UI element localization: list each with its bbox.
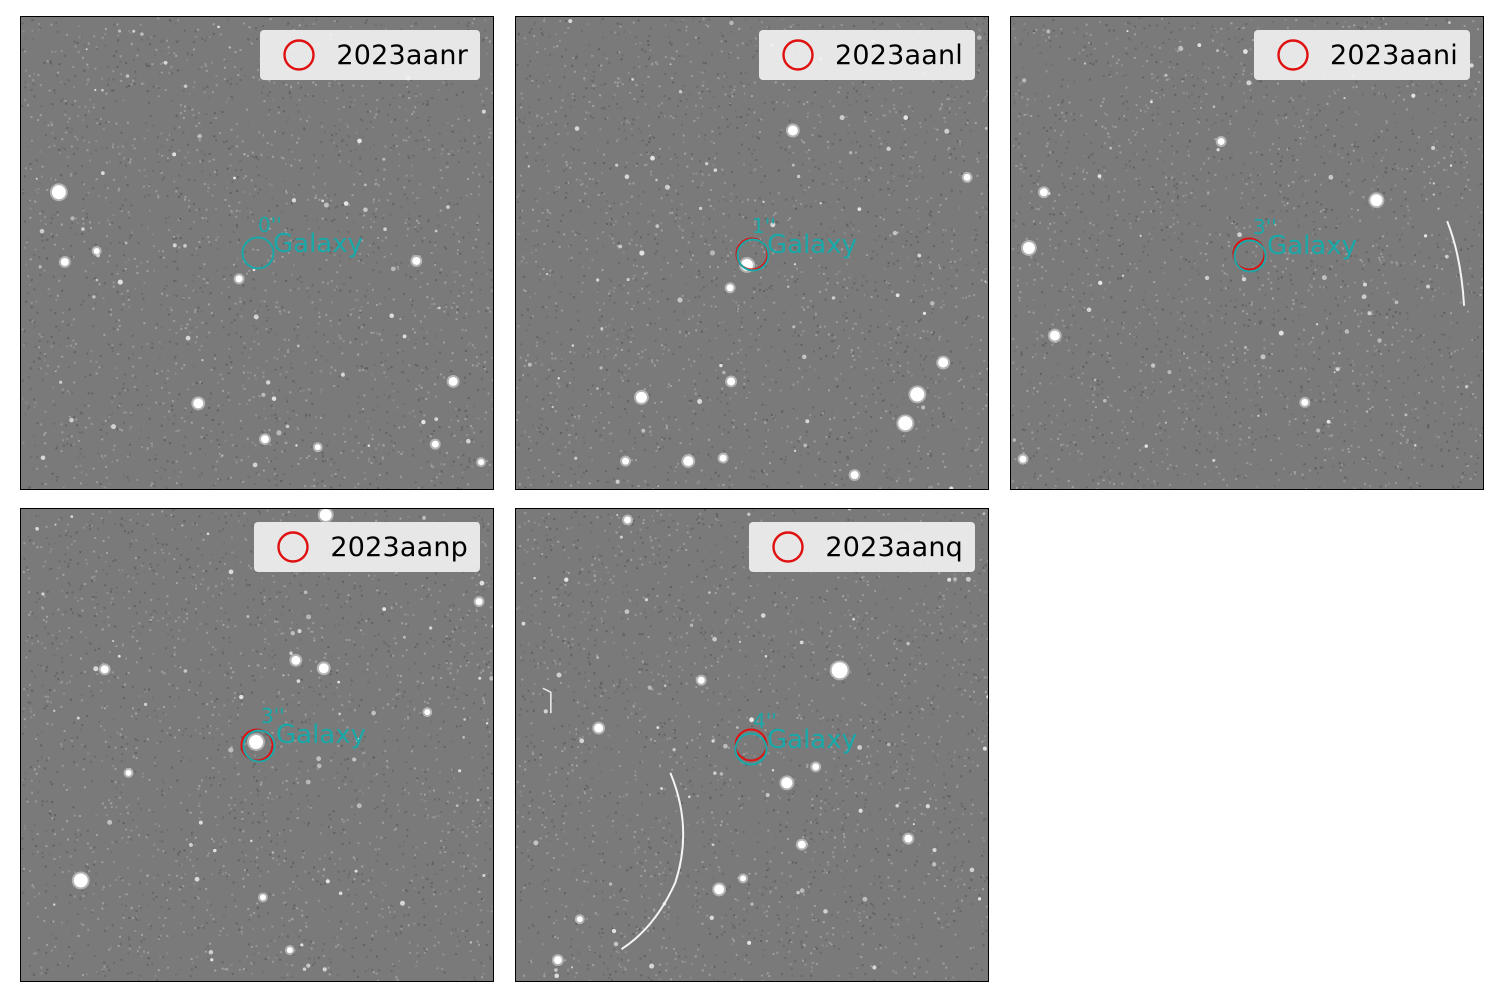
legend-box: 2023aanp: [254, 522, 480, 572]
transient-name-label: 2023aanl: [834, 39, 963, 71]
legend-circle-icon: [759, 30, 835, 80]
host-galaxy-circle: [242, 729, 276, 763]
cutout-panel-2023aanp: 3'' Galaxy 2023aanp: [20, 508, 494, 982]
transient-name-label: 2023aanp: [330, 531, 468, 563]
host-separation-label: 0'': [258, 213, 282, 237]
transient-name-label: 2023aani: [1329, 39, 1458, 71]
sky-image: [21, 509, 493, 981]
host-separation-label: 3'': [1253, 215, 1277, 239]
host-galaxy-circle: [736, 238, 770, 272]
host-galaxy-label: Galaxy: [276, 720, 367, 750]
host-separation-label: 3'': [261, 704, 285, 728]
host-galaxy-circle: [734, 732, 768, 766]
cutout-panel-2023aanr: 0'' Galaxy 2023aanr: [20, 16, 494, 490]
host-galaxy-label: Galaxy: [767, 725, 858, 755]
transient-name-label: 2023aanr: [336, 39, 468, 71]
legend-circle-icon: [254, 522, 330, 572]
legend-box: 2023aanl: [758, 30, 975, 80]
host-galaxy-circle: [241, 236, 275, 270]
legend-box: 2023aani: [1253, 30, 1470, 80]
sky-image: [1011, 17, 1483, 489]
host-separation-label: 4'': [753, 709, 777, 733]
transient-name-label: 2023aanq: [825, 531, 963, 563]
cutout-panel-2023aanq: 4'' Galaxy 2023aanq: [515, 508, 989, 982]
sky-image: [516, 17, 988, 489]
legend-circle-icon: [1254, 30, 1330, 80]
cutout-panel-2023aanl: 1'' Galaxy 2023aanl: [515, 16, 989, 490]
legend-box: 2023aanq: [749, 522, 975, 572]
legend-circle-icon: [749, 522, 825, 572]
host-separation-label: 1'': [752, 214, 776, 238]
sky-image: [516, 509, 988, 981]
cutout-panel-2023aani: 3'' Galaxy 2023aani: [1010, 16, 1484, 490]
host-galaxy-label: Galaxy: [1267, 231, 1358, 261]
host-galaxy-label: Galaxy: [273, 229, 364, 259]
sky-image: [21, 17, 493, 489]
host-galaxy-label: Galaxy: [767, 230, 858, 260]
legend-box: 2023aanr: [260, 30, 480, 80]
host-galaxy-circle: [1233, 239, 1267, 273]
legend-circle-icon: [260, 30, 336, 80]
